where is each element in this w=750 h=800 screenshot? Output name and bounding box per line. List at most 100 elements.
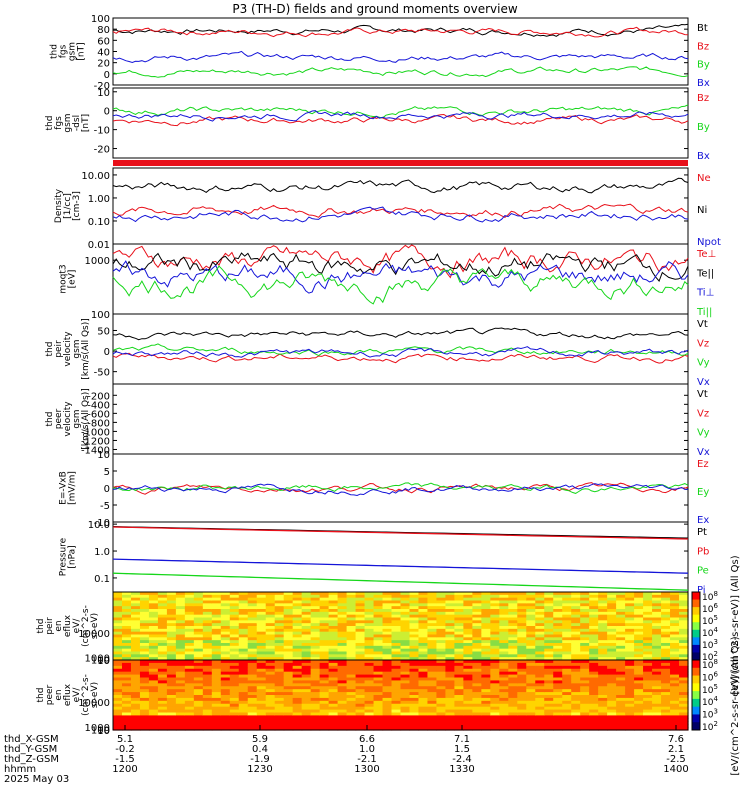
- colorbar-segment: [692, 660, 700, 669]
- heatmap-cell-peer-eflux: [121, 700, 132, 705]
- heatmap-cell-peir-eflux: [400, 611, 411, 616]
- heatmap-cell-peer-eflux: [175, 718, 186, 722]
- heatmap-cell-peir-eflux: [454, 640, 464, 644]
- heatmap-cell-peer-eflux: [247, 665, 258, 670]
- heatmap-cell-peir-eflux: [445, 631, 456, 636]
- heatmap-cell-peer-eflux: [679, 724, 689, 728]
- heatmap-cell-peer-eflux: [679, 689, 689, 693]
- heatmap-cell-peer-eflux: [400, 683, 411, 687]
- heatmap-cell-peer-eflux: [319, 727, 330, 731]
- heatmap-cell-peer-eflux: [139, 692, 150, 696]
- heatmap-cell-peer-eflux: [113, 686, 123, 690]
- heatmap-cell-peir-eflux: [508, 614, 518, 619]
- heatmap-cell-peer-eflux: [346, 671, 357, 676]
- heatmap-cell-peer-eflux: [346, 724, 357, 728]
- heatmap-cell-peir-eflux: [535, 597, 545, 602]
- heatmap-cell-peir-eflux: [283, 651, 294, 655]
- heatmap-cell-peir-eflux: [355, 626, 366, 630]
- heatmap-cell-peer-eflux: [652, 692, 662, 696]
- heatmap-cell-peer-eflux: [571, 727, 581, 731]
- heatmap-cell-peer-eflux: [454, 703, 464, 708]
- heatmap-cell-peir-eflux: [454, 606, 464, 610]
- series-efield-Ey: [112, 482, 689, 494]
- heatmap-cell-peer-eflux: [625, 677, 635, 682]
- heatmap-cell-peer-eflux: [625, 700, 635, 705]
- heatmap-cell-peir-eflux: [175, 643, 186, 647]
- heatmap-cell-peer-eflux: [265, 709, 276, 714]
- heatmap-cell-peir-eflux: [580, 614, 590, 619]
- heatmap-cell-peir-eflux: [679, 592, 689, 596]
- heatmap-cell-peer-eflux: [310, 671, 321, 676]
- heatmap-cell-peer-eflux: [418, 721, 429, 725]
- heatmap-cell-peer-eflux: [652, 660, 662, 664]
- heatmap-cell-peer-eflux: [517, 686, 527, 690]
- heatmap-cell-peir-eflux: [544, 654, 554, 658]
- heatmap-cell-peer-eflux: [499, 674, 509, 679]
- heatmap-cell-peer-eflux: [139, 706, 150, 711]
- heatmap-cell-peir-eflux: [139, 600, 150, 604]
- heatmap-cell-peer-eflux: [247, 700, 258, 705]
- heatmap-cell-peer-eflux: [436, 712, 447, 717]
- heatmap-cell-peer-eflux: [562, 677, 572, 682]
- heatmap-cell-peir-eflux: [427, 648, 438, 653]
- heatmap-cell-peer-eflux: [661, 692, 671, 696]
- heatmap-cell-peir-eflux: [598, 600, 608, 604]
- heatmap-cell-peer-eflux: [337, 668, 348, 673]
- heatmap-cell-peir-eflux: [328, 634, 339, 638]
- heatmap-cell-peer-eflux: [130, 709, 141, 714]
- heatmap-cell-peer-eflux: [562, 715, 572, 719]
- heatmap-cell-peer-eflux: [580, 665, 590, 670]
- heatmap-cell-peir-eflux: [256, 640, 267, 644]
- heatmap-cell-peer-eflux: [247, 660, 258, 664]
- heatmap-cell-peir-eflux: [247, 614, 258, 619]
- heatmap-cell-peir-eflux: [463, 654, 473, 658]
- heatmap-cell-peir-eflux: [571, 626, 581, 630]
- heatmap-cell-peer-eflux: [130, 700, 141, 705]
- ytick-label-peer-eflux: 100: [91, 726, 110, 737]
- heatmap-cell-peir-eflux: [166, 654, 177, 658]
- heatmap-cell-peir-eflux: [643, 609, 653, 613]
- heatmap-cell-peer-eflux: [211, 706, 222, 711]
- heatmap-cell-peir-eflux: [265, 623, 276, 627]
- heatmap-cell-peer-eflux: [184, 660, 195, 664]
- heatmap-cell-peir-eflux: [418, 603, 429, 607]
- heatmap-cell-peer-eflux: [292, 674, 303, 679]
- heatmap-cell-peir-eflux: [184, 651, 195, 655]
- heatmap-cell-peer-eflux: [508, 700, 518, 705]
- heatmap-cell-peir-eflux: [661, 643, 671, 647]
- heatmap-cell-peir-eflux: [175, 594, 186, 599]
- heatmap-cell-peir-eflux: [130, 643, 141, 647]
- heatmap-cell-peir-eflux: [508, 617, 518, 621]
- heatmap-cell-peir-eflux: [517, 594, 527, 599]
- heatmap-cell-peir-eflux: [625, 617, 635, 621]
- heatmap-cell-peir-eflux: [364, 609, 375, 613]
- heatmap-cell-peir-eflux: [337, 620, 348, 624]
- heatmap-cell-peir-eflux: [113, 623, 123, 627]
- heatmap-cell-peer-eflux: [319, 706, 330, 711]
- heatmap-cell-peer-eflux: [544, 724, 554, 728]
- heatmap-cell-peir-eflux: [661, 654, 671, 658]
- heatmap-cell-peir-eflux: [346, 597, 357, 602]
- heatmap-cell-peer-eflux: [247, 671, 258, 676]
- heatmap-cell-peer-eflux: [454, 668, 464, 673]
- heatmap-cell-peer-eflux: [193, 660, 204, 664]
- heatmap-cell-peer-eflux: [661, 721, 671, 725]
- heatmap-cell-peer-eflux: [553, 680, 563, 684]
- heatmap-cell-peer-eflux: [229, 689, 240, 693]
- heatmap-cell-peir-eflux: [409, 592, 420, 596]
- heatmap-cell-peir-eflux: [625, 640, 635, 644]
- heatmap-cell-peir-eflux: [670, 628, 680, 633]
- heatmap-cell-peer-eflux: [445, 671, 456, 676]
- heatmap-cell-peir-eflux: [346, 592, 357, 596]
- heatmap-cell-peir-eflux: [616, 623, 626, 627]
- heatmap-cell-peer-eflux: [400, 674, 411, 679]
- heatmap-cell-peer-eflux: [166, 683, 177, 687]
- heatmap-cell-peir-eflux: [121, 597, 132, 602]
- heatmap-cell-peer-eflux: [113, 692, 123, 696]
- xaxis-value: -2.4: [452, 754, 472, 765]
- heatmap-cell-peer-eflux: [355, 665, 366, 670]
- heatmap-cell-peir-eflux: [328, 614, 339, 619]
- heatmap-cell-peer-eflux: [544, 697, 554, 702]
- heatmap-cell-peir-eflux: [139, 651, 150, 655]
- heatmap-cell-peir-eflux: [418, 611, 429, 616]
